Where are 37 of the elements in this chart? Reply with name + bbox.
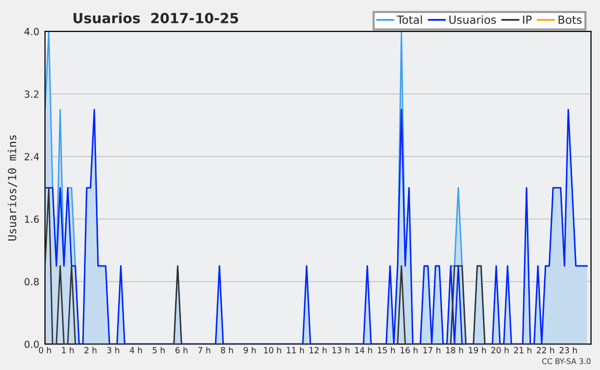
- x-tick-label: 7 h: [198, 346, 210, 354]
- x-tick-label: 17 h: [423, 346, 440, 354]
- x-tick-label: 20 h: [491, 346, 509, 354]
- x-tick-label: 12 h: [310, 346, 327, 354]
- x-tick-label: 4 h: [130, 346, 142, 354]
- x-tick-label: 18 h: [446, 346, 464, 354]
- legend-label: Usuarios: [449, 15, 496, 24]
- legend-label: Total: [396, 15, 422, 24]
- x-tick-label: 11 h: [286, 346, 304, 354]
- x-tick-label: 21 h: [514, 346, 532, 354]
- x-tick-label: 13 h: [332, 346, 350, 354]
- x-tick-label: 10 h: [264, 346, 282, 354]
- y-tick-label: 3.2: [24, 90, 38, 98]
- legend-label: Bots: [558, 16, 582, 24]
- x-tick-label: 5 h: [152, 346, 165, 354]
- x-tick-label: 19 h: [468, 346, 486, 354]
- y-tick-label: 4.0: [24, 28, 39, 36]
- x-tick-label: 9 h: [244, 346, 256, 354]
- x-tick-label: 2 h: [84, 346, 96, 354]
- x-tick-label: 6 h: [175, 346, 188, 354]
- x-tick-label: 23 h: [560, 346, 577, 354]
- x-tick-label: 14 h: [355, 346, 372, 354]
- x-tick-label: 3 h: [107, 346, 120, 354]
- y-tick-label: 0.8: [24, 278, 39, 286]
- y-tick-label: 1.6: [25, 216, 39, 223]
- line-series: [45, 108, 588, 344]
- y-tick-label: 0.0: [24, 340, 39, 348]
- y-axis-title: Usuarios/10 mins: [8, 135, 18, 240]
- x-tick-label: 8 h: [220, 346, 233, 354]
- x-tick-label: 0 h: [38, 346, 51, 354]
- chart-title: Usuarios 2017-10-25: [74, 12, 238, 24]
- y-tick-label: 2.4: [24, 152, 39, 160]
- legend-label: IP: [523, 16, 532, 24]
- x-tick-label: 15 h: [378, 346, 395, 354]
- x-tick-label: 22 h: [536, 346, 554, 354]
- x-tick-label: 1 h: [62, 346, 74, 354]
- x-tick-label: 16 h: [400, 346, 418, 354]
